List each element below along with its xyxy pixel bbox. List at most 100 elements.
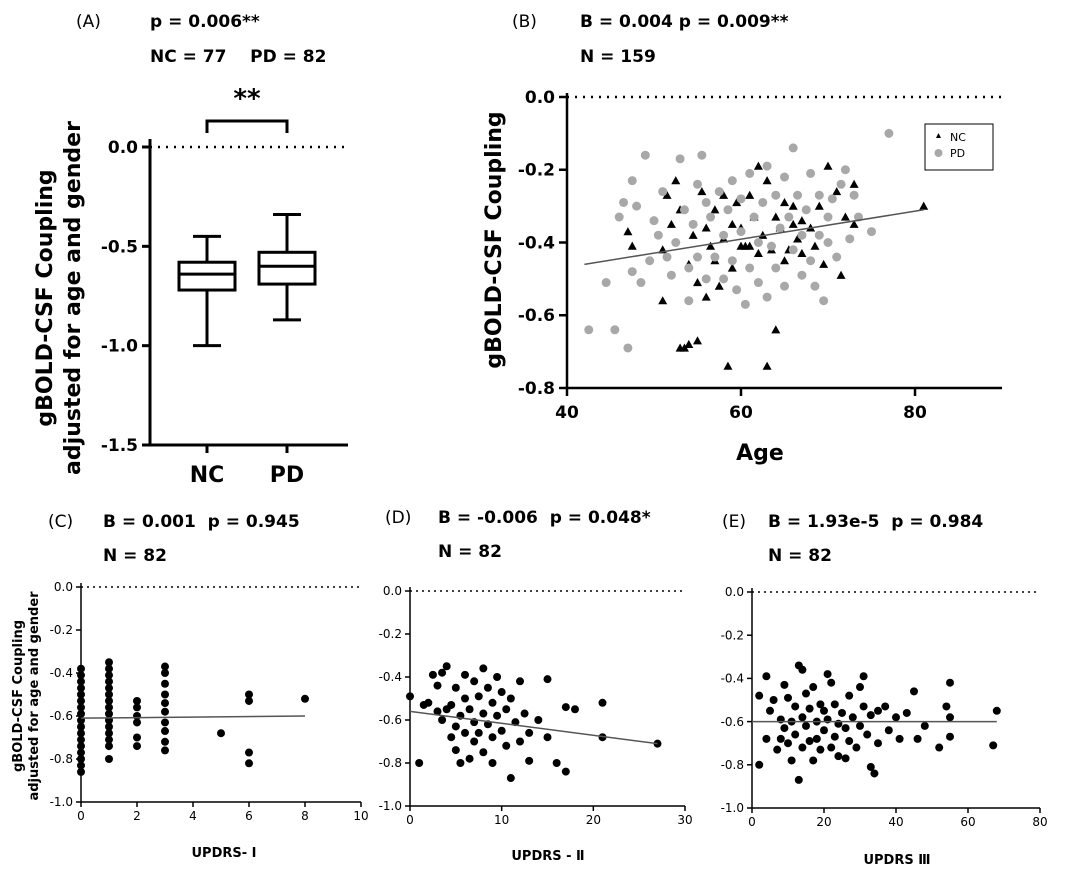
data-point	[442, 662, 451, 671]
data-point	[543, 675, 552, 684]
data-point	[105, 735, 113, 744]
data-point	[942, 702, 951, 711]
data-point	[516, 737, 524, 746]
data-point	[780, 281, 789, 291]
x-tick-label-d: 0	[406, 813, 414, 827]
data-point	[105, 703, 113, 712]
data-point	[497, 726, 506, 735]
data-point	[658, 187, 668, 197]
data-point-triangle	[762, 176, 772, 185]
data-point-triangle	[753, 248, 763, 258]
y-axis-title-c: gBOLD-CSF Coupling adjusted for age and …	[11, 591, 42, 801]
series-points-e	[755, 661, 1001, 784]
data-point	[723, 205, 733, 215]
regression-line-d	[409, 710, 658, 745]
data-point	[679, 205, 689, 215]
x-tick-label-b: 80	[903, 403, 927, 423]
data-point	[77, 735, 85, 744]
data-point	[645, 256, 655, 266]
data-point	[820, 726, 828, 735]
data-point-triangle	[745, 241, 755, 250]
data-point	[161, 662, 169, 671]
data-point	[105, 690, 113, 699]
x-tick-label-e: 0	[748, 815, 756, 829]
x-tick-label-c: 6	[245, 809, 253, 823]
data-point-triangle	[693, 278, 702, 287]
x-tick-label-c: 0	[77, 809, 85, 823]
data-point	[671, 238, 681, 247]
data-point	[105, 755, 113, 763]
data-point	[769, 696, 778, 704]
y-axis-title-a-line1: gBOLD-CSF Coupling	[33, 169, 58, 426]
data-point	[745, 168, 755, 178]
data-point	[245, 759, 253, 768]
data-point-triangle	[679, 343, 689, 352]
data-point	[161, 727, 169, 736]
x-tick-label-c: 8	[301, 809, 309, 823]
data-point	[755, 760, 764, 769]
data-point-triangle	[840, 212, 850, 221]
data-point-triangle	[623, 227, 633, 236]
data-point	[784, 212, 794, 222]
data-point-triangle	[688, 230, 698, 239]
data-point-triangle	[753, 161, 763, 170]
data-point-triangle	[727, 219, 737, 228]
x-tick-label-c: 4	[189, 809, 197, 823]
data-point	[727, 176, 737, 186]
data-point-triangle	[814, 201, 824, 210]
y-tick-label-a: -0.5	[101, 237, 138, 257]
data-point	[827, 194, 837, 204]
data-point	[866, 762, 875, 771]
plot-area-b: 0.0 -0.2 -0.4 -0.6 -0.840 60 80	[518, 88, 1002, 423]
y-tick-label-d: -1.0	[379, 799, 402, 813]
data-point-triangle	[797, 216, 807, 225]
data-point	[77, 703, 85, 712]
data-point	[105, 684, 113, 693]
data-point	[520, 709, 529, 718]
data-point	[762, 734, 771, 743]
data-point	[758, 197, 768, 207]
x-axis-title-c: UPDRS- Ⅰ	[191, 846, 256, 861]
x-tick-label-d: 30	[677, 813, 692, 827]
data-point-triangle	[780, 256, 789, 265]
data-point-triangle	[732, 197, 742, 207]
y-axis-title-b: gBOLD-CSF Coupling	[482, 111, 507, 368]
data-point	[461, 694, 469, 703]
data-point	[470, 677, 479, 686]
data-point	[816, 745, 825, 754]
data-point-triangle	[788, 219, 798, 228]
y-tick-label-b: -0.6	[518, 306, 555, 326]
data-point	[780, 680, 789, 689]
data-point	[77, 767, 85, 776]
data-point	[479, 709, 488, 718]
data-point	[819, 296, 829, 306]
data-point	[946, 678, 954, 687]
panel-b: (B) B = 0.004 p = 0.009** N = 159 gBOLD-…	[482, 12, 1002, 466]
data-point	[780, 172, 789, 182]
y-tick-label-c: 0.0	[54, 580, 73, 594]
data-point	[506, 774, 515, 783]
data-point	[762, 672, 771, 681]
data-point	[406, 692, 414, 701]
data-point	[816, 700, 825, 709]
data-point	[662, 252, 672, 262]
data-point	[105, 729, 113, 738]
data-point	[827, 678, 836, 687]
data-point	[451, 683, 460, 692]
data-point	[479, 748, 488, 757]
y-tick-label-b: -0.8	[518, 379, 555, 399]
data-point	[830, 732, 839, 741]
y-tick-label-c: -0.4	[50, 666, 73, 680]
data-point-triangle	[666, 219, 676, 228]
data-point	[525, 756, 534, 765]
y-tick-label-a: -1.5	[101, 436, 138, 456]
data-point	[502, 741, 511, 750]
data-point	[823, 212, 833, 222]
data-point-triangle	[701, 292, 711, 301]
data-point-triangle	[819, 259, 829, 268]
data-point-triangle	[836, 270, 846, 279]
data-point	[834, 752, 843, 761]
data-point-triangle	[671, 176, 681, 185]
plot-area-a: 0.0 -0.5 -1.0 -1.5 NC PD	[101, 138, 348, 488]
data-point	[736, 227, 746, 237]
